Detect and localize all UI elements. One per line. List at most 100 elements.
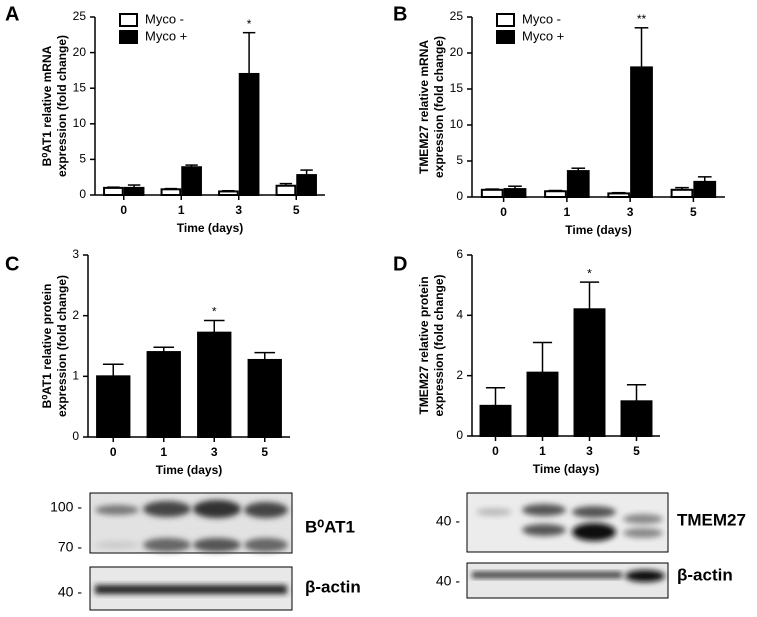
y-axis-title-line: TMEM27 relative mRNA <box>417 40 431 174</box>
bar <box>197 331 232 438</box>
x-axis-title: Time (days) <box>533 462 599 476</box>
x-tick-label: 3 <box>211 445 218 459</box>
y-axis-title-line: TMEM27 relative protein <box>417 276 431 414</box>
blot-marker: 70 - <box>58 539 82 555</box>
y-axis-title-line: B⁰AT1 relative mRNA <box>40 45 54 166</box>
bar <box>247 358 282 439</box>
blot-c <box>89 492 293 611</box>
y-tick-label: 1 <box>72 369 79 383</box>
x-tick-label: 5 <box>690 205 697 219</box>
legend-label: Myco + <box>145 28 187 43</box>
x-tick-label: 1 <box>539 444 546 458</box>
bar <box>607 192 631 198</box>
y-tick-label: 0 <box>79 187 86 201</box>
y-tick-label: 2 <box>456 368 463 382</box>
bar <box>479 404 512 438</box>
blot-label: TMEM27 <box>677 510 746 529</box>
y-tick-label: 25 <box>450 9 464 23</box>
panel-letter: B <box>393 3 407 25</box>
significance: * <box>247 17 252 31</box>
blot-marker: 40 - <box>436 573 460 589</box>
bar <box>480 188 504 199</box>
y-axis-title: TMEM27 relative mRNAexpression (fold cha… <box>417 36 446 178</box>
y-tick-label: 6 <box>456 247 463 261</box>
bar <box>296 174 317 196</box>
x-tick-label: 3 <box>586 444 593 458</box>
y-tick-label: 2 <box>72 308 79 322</box>
y-axis-title: B⁰AT1 relative proteinexpression (fold c… <box>40 275 69 417</box>
legend-swatch <box>496 30 515 44</box>
x-tick-label: 5 <box>261 445 268 459</box>
blot-label: β-actin <box>305 577 361 596</box>
bar <box>275 184 297 197</box>
legend-swatch <box>496 13 515 27</box>
y-tick-label: 10 <box>450 117 464 131</box>
y-tick-label: 15 <box>73 80 87 94</box>
significance: * <box>587 266 592 280</box>
blot-text: 100 - 70 - 40 - B⁰AT1 β-actin 40 - 40 - … <box>50 499 746 600</box>
x-tick-label: 1 <box>178 203 185 217</box>
bar <box>160 188 182 197</box>
x-tick-label: 0 <box>110 445 117 459</box>
y-axis-title-line: B⁰AT1 relative protein <box>40 284 54 409</box>
blot-label: β-actin <box>677 565 733 584</box>
bar <box>670 188 694 199</box>
x-tick-label: 3 <box>235 203 242 217</box>
legend-swatch <box>119 30 138 44</box>
significance: ** <box>637 12 647 26</box>
y-tick-label: 0 <box>72 429 79 443</box>
y-axis-title: B⁰AT1 relative mRNAexpression (fold chan… <box>40 35 69 177</box>
blot-label: B⁰AT1 <box>305 517 355 536</box>
y-tick-label: 0 <box>456 428 463 442</box>
y-tick-label: 10 <box>73 116 87 130</box>
x-tick-label: 1 <box>160 445 167 459</box>
bar <box>146 351 181 439</box>
y-tick-label: 5 <box>456 153 463 167</box>
panel-letter: C <box>5 253 19 275</box>
bar <box>566 170 590 199</box>
bar <box>620 400 653 437</box>
y-axis-title-line: expression (fold change) <box>432 274 446 416</box>
x-tick-label: 0 <box>500 205 507 219</box>
y-tick-label: 5 <box>79 152 86 166</box>
panel-letter: D <box>393 253 407 275</box>
x-tick-label: 3 <box>627 205 634 219</box>
legend-label: Myco - <box>145 11 184 26</box>
blot-marker: 100 - <box>50 499 82 515</box>
bar <box>573 308 606 437</box>
y-axis-title: TMEM27 relative proteinexpression (fold … <box>417 274 446 416</box>
bar <box>238 72 260 196</box>
x-axis-title: Time (days) <box>177 221 243 235</box>
x-tick-label: 1 <box>564 205 571 219</box>
bar <box>630 66 653 199</box>
bar <box>526 371 559 437</box>
x-axis-title: Time (days) <box>156 463 222 477</box>
y-tick-label: 20 <box>73 45 87 59</box>
y-tick-label: 25 <box>73 9 87 23</box>
y-tick-label: 4 <box>456 308 463 322</box>
legend-swatch <box>119 13 138 27</box>
blot-marker: 40 - <box>58 584 82 600</box>
x-axis-title: Time (days) <box>565 223 631 237</box>
y-tick-label: 15 <box>450 81 464 95</box>
bar <box>96 375 131 439</box>
bar <box>544 190 567 199</box>
bar <box>503 188 527 199</box>
legend-label: Myco + <box>522 28 564 43</box>
bar <box>181 166 202 196</box>
y-tick-label: 0 <box>456 189 463 203</box>
bar <box>123 186 145 197</box>
bar <box>218 190 239 197</box>
blot-marker: 40 - <box>436 513 460 529</box>
significance: * <box>212 305 217 319</box>
x-tick-label: 5 <box>293 203 300 217</box>
bar <box>693 180 717 199</box>
blot-d <box>466 492 669 599</box>
bar <box>103 186 124 197</box>
y-tick-label: 20 <box>450 45 464 59</box>
y-axis-title-line: expression (fold change) <box>55 35 69 177</box>
x-tick-label: 0 <box>120 203 127 217</box>
y-axis-title-line: expression (fold change) <box>432 36 446 178</box>
legend-label: Myco - <box>522 11 561 26</box>
